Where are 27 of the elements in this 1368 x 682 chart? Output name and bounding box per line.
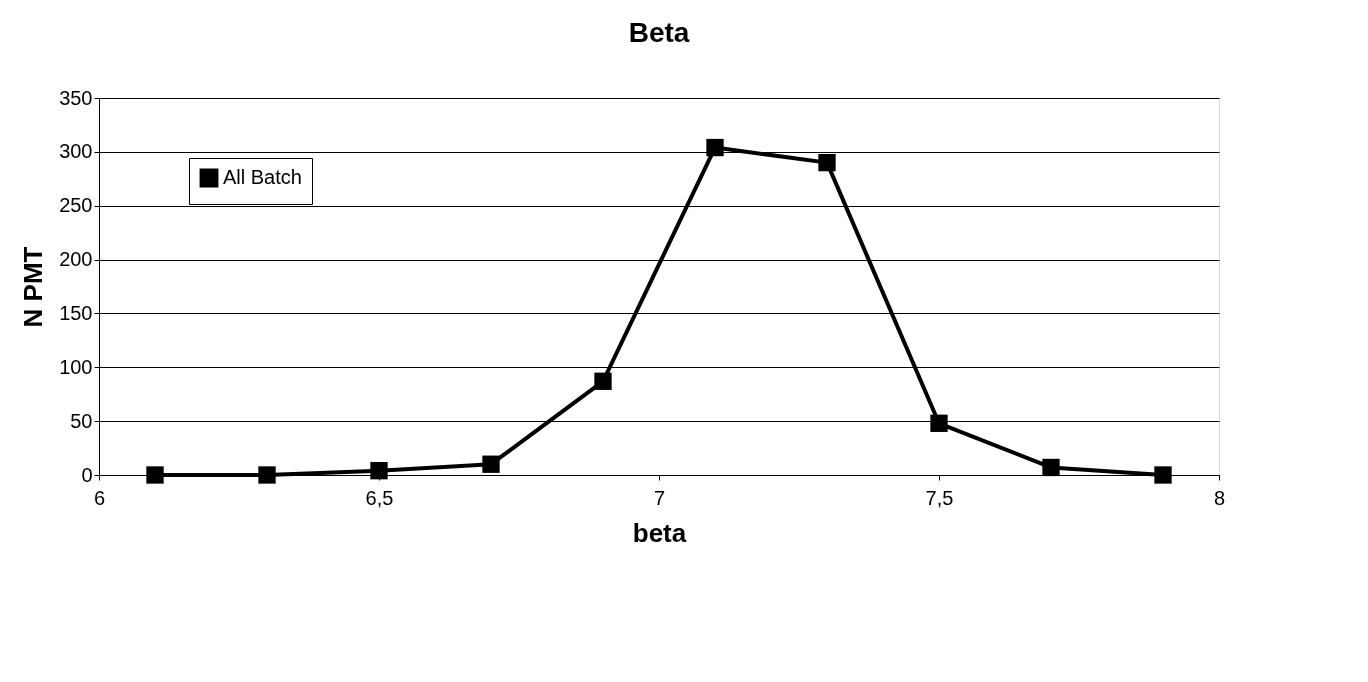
legend-label: All Batch [223,166,302,188]
y-tick-label: 200 [59,248,93,271]
point [594,372,612,390]
point [258,466,276,484]
point [706,138,724,157]
point [930,414,948,432]
x-tick-label: 7,5 [925,486,954,509]
y-tick-label: 100 [59,355,93,378]
point [1042,458,1060,477]
y-tick-label: 50 [70,409,93,432]
y-axis-title: N PMT [18,246,49,328]
y-tick-label: 350 [59,86,93,109]
x-tick-label: 6 [93,486,106,509]
point [370,462,388,480]
point [146,466,164,484]
point [1154,466,1172,484]
x-axis-title: beta [632,517,687,548]
y-tick-label: 300 [59,140,93,163]
x-tick-label: 7 [653,486,666,509]
chart-title: Beta [628,17,690,48]
point [818,153,836,172]
y-tick-label: 0 [81,463,93,486]
point [482,455,500,473]
x-tick-label: 6,5 [365,486,394,509]
x-tick-label: 8 [1213,486,1226,509]
y-tick-label: 250 [59,194,93,217]
y-tick-label: 150 [59,301,93,324]
